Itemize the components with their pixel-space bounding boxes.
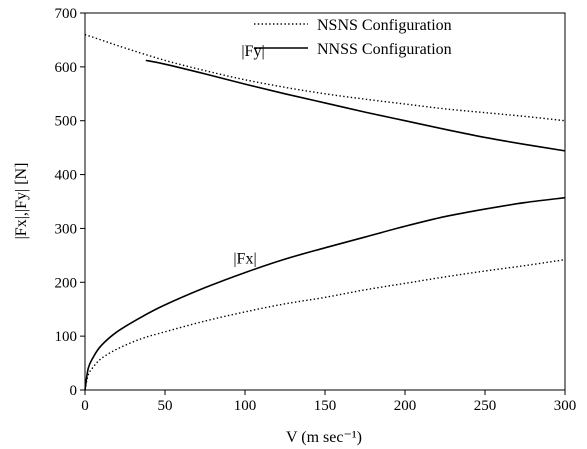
x-tick-label: 100 xyxy=(234,398,257,414)
y-tick-label: 500 xyxy=(55,114,78,130)
series-fx-nsns xyxy=(84,258,566,391)
annotation-fx: |Fx| xyxy=(233,250,256,267)
y-tick-label: 700 xyxy=(55,6,78,22)
y-axis-title: |Fx|,|Fy| [N] xyxy=(13,163,30,240)
y-tick-label: 600 xyxy=(55,60,78,76)
x-axis-title: V (m sec⁻¹) xyxy=(286,429,362,446)
y-tick-label: 200 xyxy=(55,275,78,291)
x-tick-label: 150 xyxy=(314,398,337,414)
series-layer xyxy=(84,33,566,391)
annotation-fy: |Fy| xyxy=(241,43,264,60)
x-tick-label: 50 xyxy=(158,398,173,414)
plot-frame xyxy=(84,12,566,391)
x-tick-label: 300 xyxy=(554,398,577,414)
series-fx-nnss xyxy=(84,196,566,391)
x-tick-label: 200 xyxy=(394,398,417,414)
legend-label-nnss: NNSS Configuration xyxy=(317,41,452,58)
x-tick-label: 0 xyxy=(81,398,89,414)
y-axis-ticks: 0 100 200 300 400 500 600 700 xyxy=(55,6,85,399)
x-tick-label: 250 xyxy=(474,398,497,414)
y-tick-label: 100 xyxy=(55,329,78,345)
plot-border xyxy=(84,12,566,391)
y-tick-label: 0 xyxy=(70,383,78,399)
legend-label-nsns: NSNS Configuration xyxy=(317,17,452,34)
series-fy-nnss xyxy=(145,59,566,152)
x-axis-ticks: 0 50 100 150 200 250 300 xyxy=(81,390,576,414)
y-tick-label: 400 xyxy=(55,168,78,184)
legend: NSNS Configuration NNSS Configuration xyxy=(254,17,452,58)
y-tick-label: 300 xyxy=(55,221,78,237)
